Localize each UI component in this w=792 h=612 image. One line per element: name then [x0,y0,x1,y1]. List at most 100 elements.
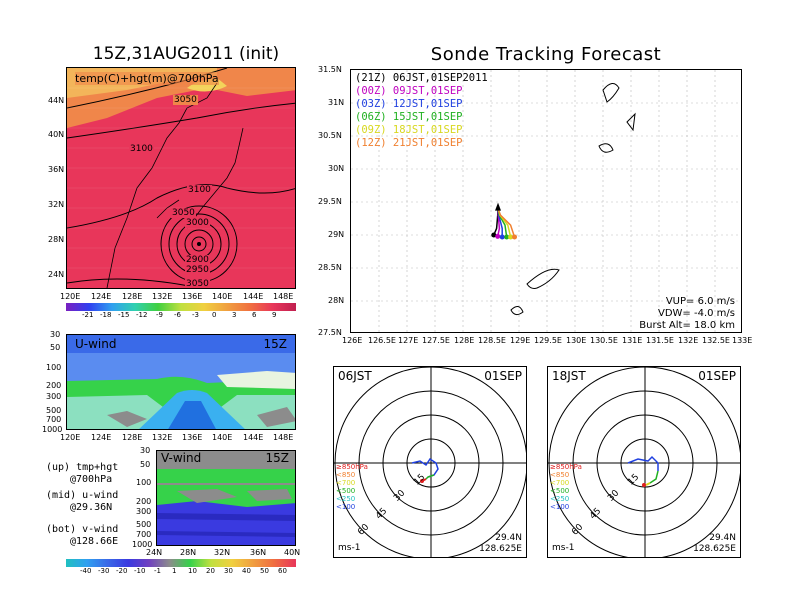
track-svg [351,70,741,332]
track-series-line [493,208,499,236]
track-lon-tick: 128E [454,336,475,345]
hodo-legend-item: <500 [550,487,570,495]
temp-colorbar-labels: -21 -18 -15 -12 -9 -6 -3 0 3 6 9 [66,311,296,321]
track-lon-tick: 132.5E [702,336,730,345]
hodo-right-date: 01SEP [698,369,736,383]
map-lon-tick: 144E [243,292,264,301]
map-panel: temp(C)+hgt(m)@700hPa 3050 3100 3100 305… [66,67,296,289]
vwind-level-tick: 30 [140,446,151,455]
track-lon-tick: 130E [566,336,587,345]
track-landing-point [512,234,518,240]
track-lon-tick: 133E [732,336,753,345]
contour-label: 2950 [185,265,210,275]
hodo-legend-item: <700 [550,479,570,487]
contour-3100 [67,102,295,139]
island-outline [526,268,560,289]
hodo-left-lat: 29.4N [495,533,522,543]
island-outline [510,306,524,316]
wind-colorbar-tick: 20 [206,567,215,575]
hodo-legend-item: <850 [550,471,570,479]
track-lon-tick: 127E [398,336,419,345]
map-lon-tick: 124E [91,292,112,301]
uwind-label: U-wind [75,337,117,351]
note-line: (up) tmp+hgt [46,462,119,473]
uwind-level-tick: 30 [50,330,61,339]
hodo-left-unit: ms-1 [338,543,361,553]
vwind-level-tick: 500 [136,520,152,529]
uwind-lon-tick: 128E [122,433,143,442]
vwind-level-tick: 100 [136,478,152,487]
temp-colorbar-tick: -21 [82,311,94,319]
track-landing-point [508,234,514,240]
map-lon-tick: 132E [152,292,173,301]
vwind-level-tick: 300 [136,507,152,516]
note-line: @29.36N [70,502,113,513]
temp-colorbar-tick: -3 [192,311,199,319]
track-lon-tick: 132E [678,336,699,345]
track-lat-tick: 31.5N [318,65,342,74]
wind-colorbar-tick: 1 [172,567,177,575]
vwind-level-tick: 200 [136,497,152,506]
hodo-left-time: 06JST [338,369,372,383]
vwind-level-tick: 50 [140,460,151,469]
track-lat-tick: 30N [328,164,345,173]
track-title: Sonde Tracking Forecast [430,44,662,65]
map-panel-label: temp(C)+hgt(m)@700hPa [75,72,219,85]
track-lat-tick: 29.5N [318,197,342,206]
track-lon-tick: 131.5E [646,336,674,345]
wind-colorbar-tick: 50 [260,567,269,575]
wind-colorbar-tick: -20 [116,567,128,575]
uwind-lon-tick: 144E [243,433,264,442]
hodo-legend-item: <250 [550,495,570,503]
uwind-lon-tick: 124E [91,433,112,442]
island-outline [626,112,636,132]
hodo-legend-item: <100 [550,503,570,511]
hodo-right-lon: 128.625E [693,544,736,554]
uwind-level-tick: 100 [46,363,62,372]
track-lat-tick: 27.5N [318,328,342,337]
stripe-texture [67,87,295,269]
vwind-level-tick: 1000 [132,540,153,549]
hodo-right-lat: 29.4N [709,533,736,543]
uwind-lon-tick: 148E [273,433,294,442]
track-landing-point [504,234,510,240]
track-lat-tick: 31N [328,98,345,107]
map-lat-tick: 28N [48,235,65,244]
track-legend-item: (21Z) 06JST,01SEP2011 [355,72,488,84]
note-line: (mid) u-wind [46,490,119,501]
track-landing-point [499,234,505,240]
contour-3050-south [67,278,200,288]
temp-colorbar-tick: -6 [174,311,181,319]
hodo-legend-item: ≥850hPa [336,463,368,471]
temp-colorbar-tick: -12 [136,311,148,319]
map-title: 15Z,31AUG2011 (init) [92,44,280,64]
wind-colorbar-labels: -40 -30 -20 -10 -1 1 10 20 30 40 50 60 [66,567,296,577]
uwind-level-tick: 50 [50,343,61,352]
vwind-lat-tick: 28N [180,548,197,557]
contour-label: 3050 [173,95,198,105]
track-grid [351,70,741,332]
hodo-legend-item: <500 [336,487,356,495]
track-series-line [497,208,516,238]
track-lon-tick: 128.5E [478,336,506,345]
map-lon-tick: 136E [182,292,203,301]
contour-label: 3100 [187,185,212,195]
contour-label: 3050 [171,208,196,218]
temp-colorbar-tick: 0 [212,311,217,319]
map-lat-tick: 36N [48,165,65,174]
low-center-dot [197,242,201,246]
map-lat-tick: 24N [48,270,65,279]
temp-colorbar [66,303,296,311]
hodo-legend-item: <250 [336,495,356,503]
note-bot: (bot) v-wind @128.66E [46,524,118,548]
uwind-panel: U-wind 15Z [66,334,296,430]
map-lon-tick: 128E [122,292,143,301]
track-lon-tick: 131E [622,336,643,345]
track-lat-tick: 28N [328,296,345,305]
track-landing-point [491,232,497,238]
hodo-right-time: 18JST [552,369,586,383]
wind-colorbar-tick: -1 [154,567,161,575]
hodograph-left-svg [334,367,526,557]
hodo-right-legend: ≥850hPa <850 <700 <500 <250 <100 [550,463,582,511]
contour-ring-5 [191,236,207,252]
